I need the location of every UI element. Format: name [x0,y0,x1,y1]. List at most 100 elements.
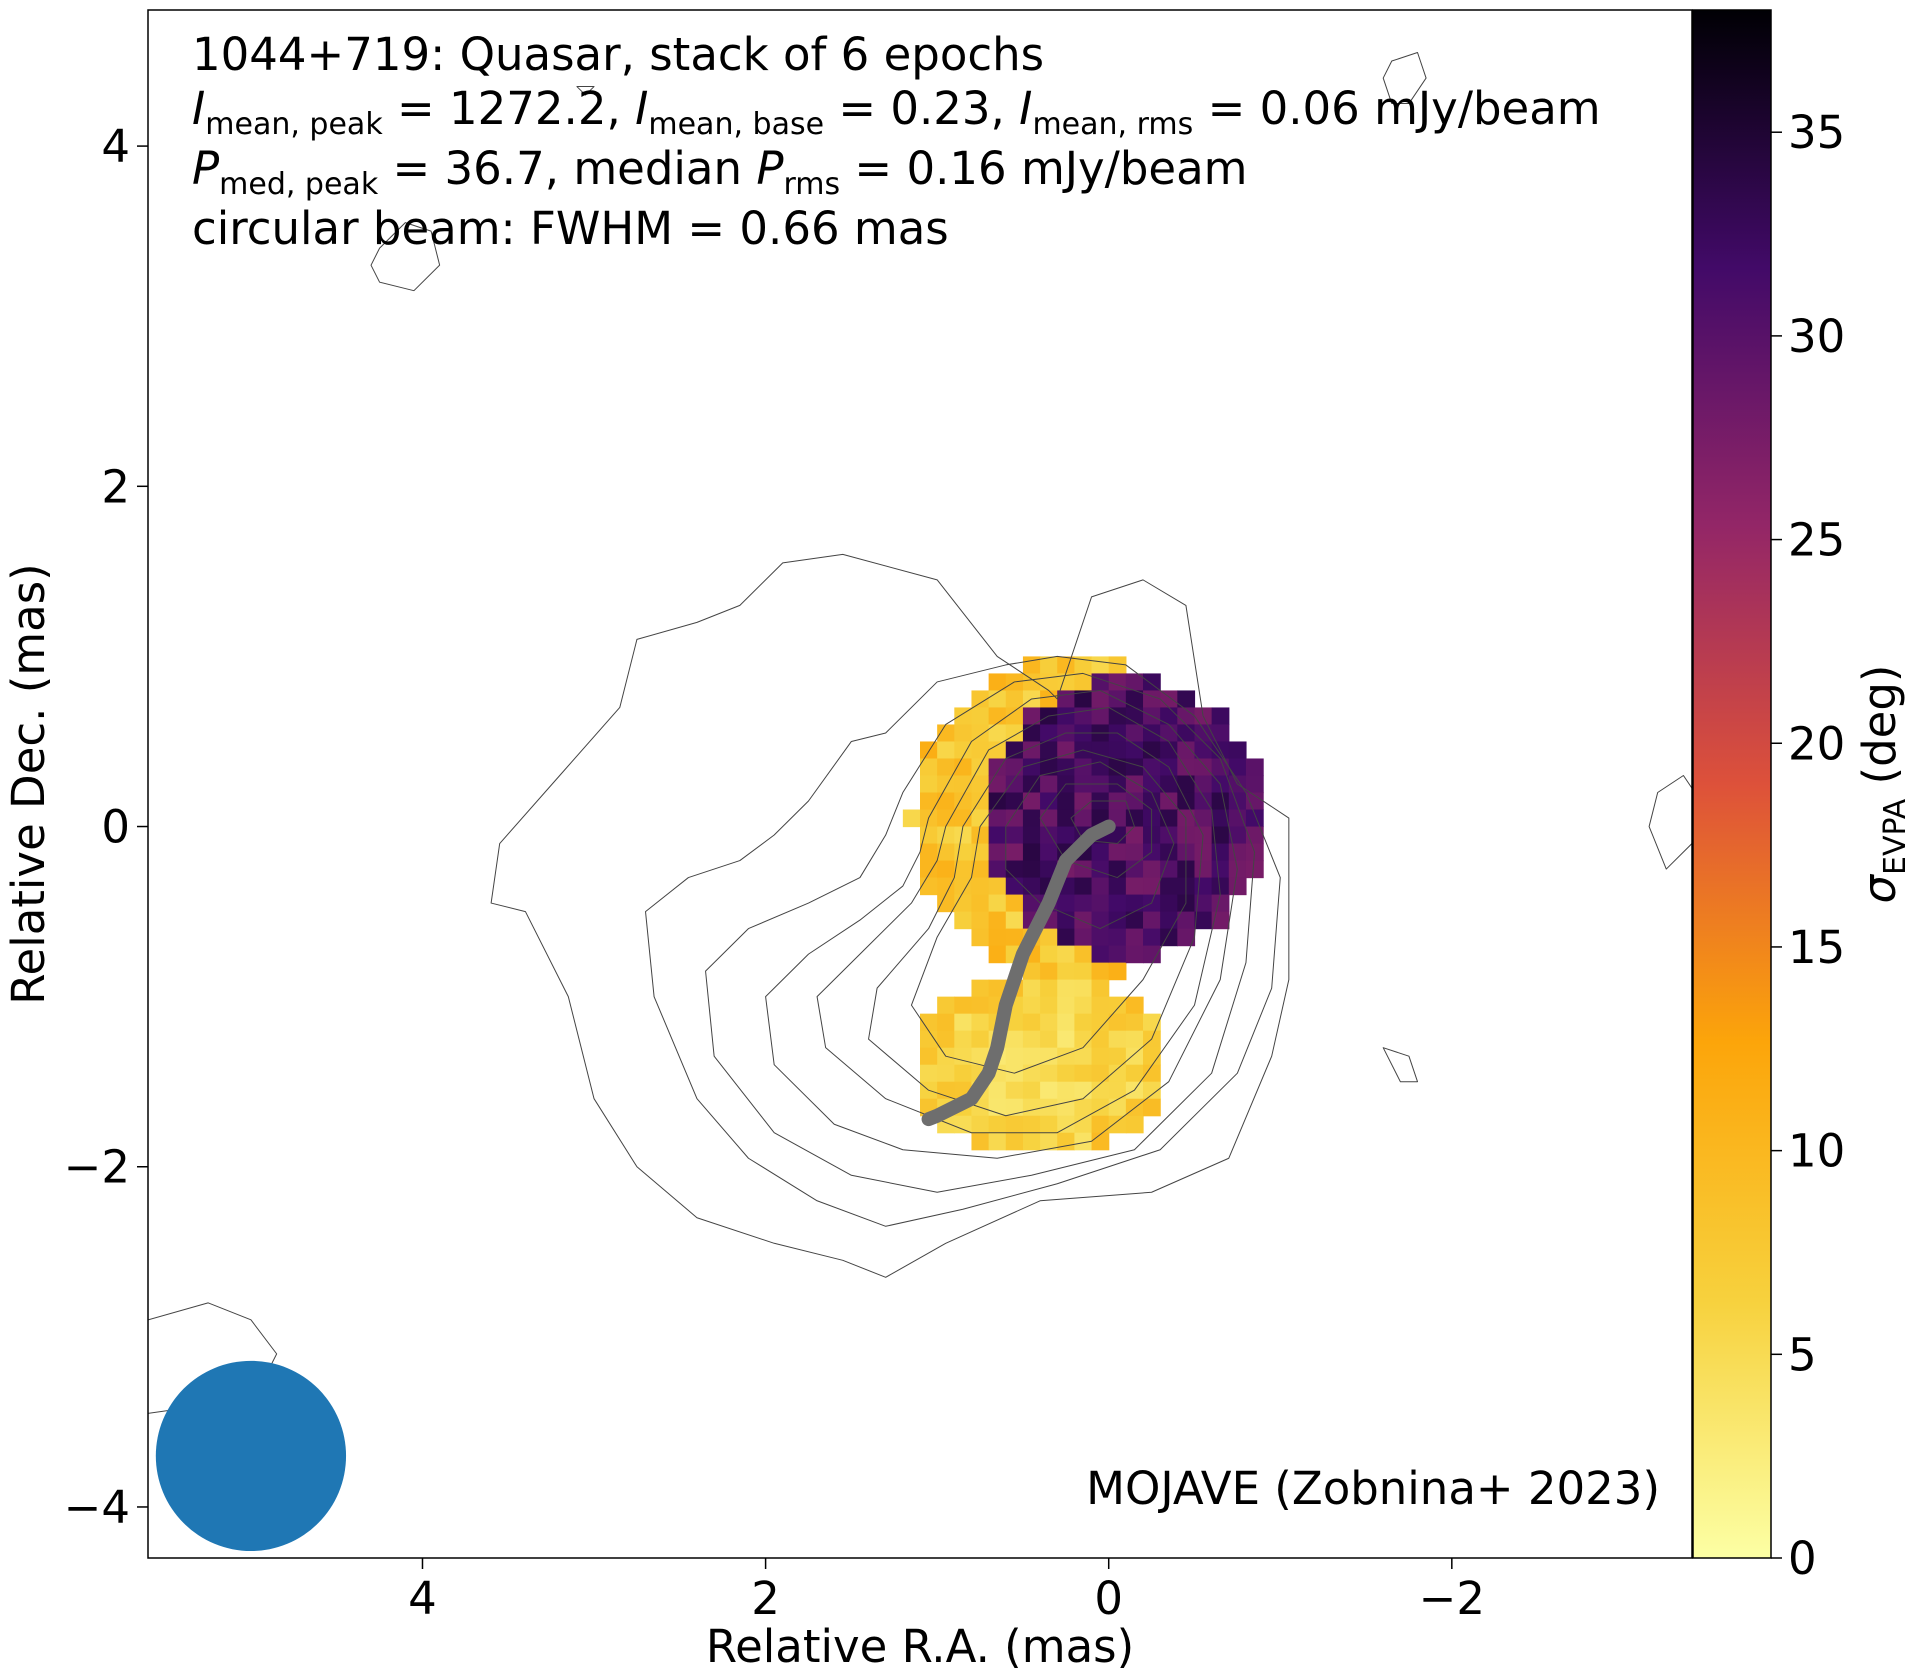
evpa-pixel [1091,741,1110,760]
evpa-pixel [1160,741,1178,760]
imean-base-symbol: I [635,82,648,135]
contour-level-9 [1039,783,1153,879]
evpa-pixel [954,911,973,930]
evpa-pixel [1228,826,1247,845]
evpa-pixel [1022,792,1041,811]
evpa-pixel [1057,1030,1075,1049]
imean-rms-value: = 0.06 mJy/beam [1193,82,1600,135]
evpa-pixel [954,775,973,794]
colorbar-label-symbol: σ [1853,873,1905,903]
evpa-pixel [1040,724,1058,743]
evpa-pixel [1177,724,1196,743]
y-tick-label: 0 [101,801,130,854]
evpa-pixel [920,1064,938,1083]
evpa-pixel [1177,758,1196,777]
evpa-pixel [1005,911,1024,930]
evpa-pixel [1091,877,1110,896]
evpa-pixel [1194,894,1213,913]
evpa-pixel [937,1064,955,1083]
evpa-pixel [1040,758,1058,777]
evpa-pixel [1040,843,1058,862]
evpa-pixel [1160,826,1178,845]
evpa-pixel [1074,673,1093,692]
header-annotation: 1044+719: Quasar, stack of 6 epochs Imea… [192,28,1601,255]
evpa-pixel [1091,1064,1110,1083]
evpa-pixel [1125,673,1144,692]
evpa-pixel [988,707,1007,726]
evpa-pixel [1125,860,1144,879]
evpa-pixel [1074,758,1093,777]
evpa-pixel [1022,809,1041,828]
colorbar-bar [1692,9,1772,1559]
evpa-pixel [920,775,938,794]
evpa-pixel [1022,1132,1041,1151]
evpa-pixel [1057,928,1075,947]
colorbar-tick-label: 5 [1788,1328,1817,1381]
evpa-pixel [1108,996,1127,1015]
x-axis: 4 2 0 −2 [408,1558,1485,1625]
y-tick-label: −2 [64,1141,130,1194]
evpa-pixel [1194,741,1213,760]
evpa-pixel [1091,690,1110,709]
evpa-pixel [1022,843,1041,862]
evpa-pixel [1160,690,1178,709]
evpa-pixel [937,724,955,743]
evpa-pixel [1194,809,1213,828]
evpa-pixel [1057,1081,1075,1100]
colorbar-tick-label: 35 [1788,106,1845,159]
evpa-pixel [954,1064,973,1083]
evpa-pixel [1040,979,1058,998]
y-axis-label: Relative Dec. (mas) [2,563,55,1004]
evpa-pixel [1177,741,1196,760]
colorbar-tick-label: 10 [1788,1125,1845,1178]
contour-level-2 [645,655,1281,1227]
evpa-pixel [1040,1013,1058,1032]
evpa-pixel [1074,1013,1093,1032]
evpa-pixel [1143,1047,1161,1066]
evpa-pixel [1160,860,1178,879]
evpa-pixel [920,1047,938,1066]
evpa-pixel [1040,826,1058,845]
evpa-pixel [1057,1064,1075,1083]
evpa-pixel [1074,962,1093,981]
contour-level-1 [370,222,441,292]
evpa-pixel [1022,1098,1041,1117]
evpa-pixel [937,792,955,811]
evpa-pixel [1005,860,1024,879]
contour-level-1 [490,553,1290,1278]
evpa-pixel [1245,775,1264,794]
evpa-pixel [1005,1030,1024,1049]
evpa-pixel [988,673,1007,692]
evpa-pixel [1074,792,1093,811]
evpa-pixel [1143,860,1161,879]
evpa-pixel [1005,894,1024,913]
colorbar-ticks: 0 5 10 15 20 25 30 35 [1771,106,1845,1585]
evpa-pixel [1040,690,1058,709]
evpa-pixel [1005,707,1024,726]
evpa-pixel [1125,877,1144,896]
evpa-pixel [1022,979,1041,998]
evpa-pixel [1074,911,1093,930]
evpa-pixel [1108,894,1127,913]
evpa-pixel [954,996,973,1015]
evpa-pixel [1057,1132,1075,1151]
evpa-pixel [1125,775,1144,794]
evpa-pixel [1040,945,1058,964]
evpa-pixel [1074,996,1093,1015]
evpa-pixel [937,1030,955,1049]
evpa-pixel [920,792,938,811]
evpa-pixel [1125,792,1144,811]
evpa-pixel [1091,707,1110,726]
evpa-pixel [1125,1030,1144,1049]
evpa-pixel [1074,860,1093,879]
evpa-pixel [1022,1013,1041,1032]
evpa-pixel [1022,707,1041,726]
evpa-pixel [1108,1098,1127,1117]
evpa-pixel [1125,758,1144,777]
evpa-pixel [1177,775,1196,794]
evpa-pixel [1125,741,1144,760]
x-tick-label: −2 [1419,1572,1485,1625]
evpa-pixel [1228,877,1247,896]
evpa-pixel [971,1013,990,1032]
evpa-pixel [988,1081,1007,1100]
